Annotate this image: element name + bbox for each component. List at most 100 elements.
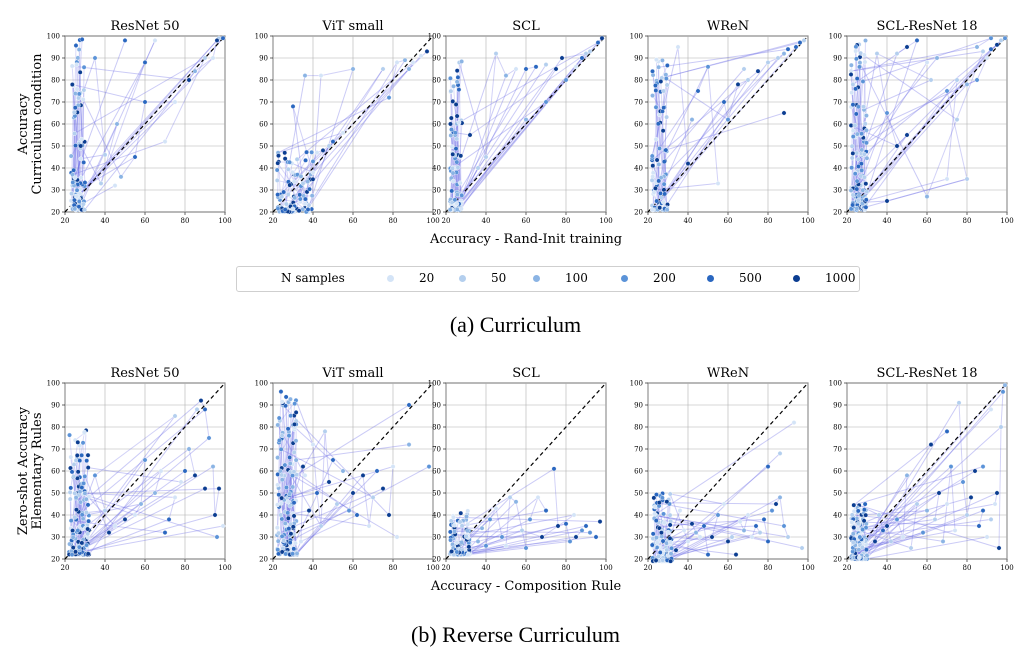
data-point — [781, 523, 787, 529]
data-point — [85, 502, 91, 508]
data-point — [278, 446, 284, 452]
data-point — [282, 462, 288, 468]
trajectory-line — [300, 55, 422, 187]
trajectory-line — [289, 459, 334, 555]
data-point — [172, 99, 178, 105]
y-tick-label: 50 — [833, 490, 842, 498]
data-point — [450, 166, 455, 171]
data-point — [649, 207, 655, 213]
data-point — [285, 510, 291, 516]
trajectory-line — [561, 53, 587, 59]
trajectory-line — [292, 510, 310, 515]
trajectory-line — [277, 162, 301, 196]
data-point — [162, 139, 168, 145]
trajectory-line — [858, 40, 1002, 185]
data-point — [68, 153, 74, 159]
data-point — [274, 167, 280, 173]
diagonal-line — [846, 382, 1008, 560]
data-points — [848, 382, 1008, 562]
y-tick-label: 20 — [51, 556, 60, 564]
data-point — [563, 77, 569, 83]
data-point — [276, 492, 282, 498]
data-point — [84, 458, 90, 464]
trajectory-line — [850, 65, 862, 154]
trajectory-line — [663, 68, 745, 163]
data-point — [394, 534, 400, 540]
trajectory-line — [300, 514, 358, 542]
data-point — [850, 82, 856, 87]
trajectory-line — [886, 178, 968, 202]
data-point — [85, 465, 91, 470]
data-point — [880, 528, 886, 533]
data-point — [314, 150, 320, 156]
trajectory-line — [276, 438, 283, 528]
trajectory-line — [292, 106, 314, 173]
data-point — [279, 472, 285, 478]
data-point — [980, 508, 986, 513]
trajectory-line — [324, 431, 330, 483]
x-tick-label: 60 — [522, 564, 531, 572]
trajectory-line — [654, 517, 769, 542]
trajectory-line — [453, 536, 597, 554]
trajectory-line — [455, 53, 497, 173]
data-point — [194, 406, 200, 412]
data-point — [664, 63, 670, 68]
data-point — [366, 523, 372, 529]
data-point — [92, 472, 98, 478]
data-point — [974, 77, 980, 83]
data-point — [685, 539, 691, 544]
trajectory-line — [296, 404, 410, 476]
data-point — [220, 523, 226, 529]
data-point — [864, 127, 869, 133]
trajectory-line — [277, 429, 295, 458]
trajectory-line — [388, 466, 394, 516]
data-point — [303, 157, 308, 163]
data-point — [278, 500, 284, 506]
trajectory-line — [666, 78, 729, 121]
data-point — [279, 433, 285, 439]
data-point — [649, 153, 655, 159]
data-point — [152, 38, 158, 43]
legend-label: 50 — [491, 271, 507, 285]
data-point — [305, 207, 311, 212]
x-tick-label: 40 — [309, 564, 318, 572]
trajectory-line — [451, 64, 547, 209]
data-point — [769, 508, 775, 513]
data-point — [928, 77, 934, 83]
data-points — [447, 466, 603, 557]
data-point — [310, 442, 316, 447]
data-point — [667, 522, 673, 528]
trajectory-line — [677, 46, 689, 164]
data-point — [859, 131, 864, 137]
data-point — [350, 66, 356, 72]
trajectory-line — [94, 415, 176, 476]
data-point — [455, 165, 461, 170]
trajectory-line — [76, 145, 83, 180]
trajectory-line — [859, 514, 968, 557]
data-point — [285, 426, 291, 432]
data-point — [721, 99, 727, 105]
trajectory-line — [866, 90, 948, 144]
trajectory-line — [966, 497, 972, 516]
data-point — [551, 466, 557, 472]
y-tick-label: 70 — [432, 446, 441, 454]
data-point — [465, 528, 470, 534]
data-point — [741, 528, 747, 533]
trajectory-line — [661, 42, 801, 79]
caption-curriculum: (a) Curriculum — [449, 312, 582, 337]
data-point — [370, 494, 376, 500]
data-point — [980, 49, 986, 54]
trajectory-line — [669, 521, 741, 562]
trajectory-line — [861, 510, 928, 516]
data-point — [302, 73, 308, 79]
data-point — [74, 453, 80, 458]
y-tick-label: 100 — [255, 380, 268, 388]
y-tick-label: 100 — [47, 33, 60, 41]
data-point — [851, 502, 857, 508]
data-point — [67, 489, 73, 495]
trajectory-line — [1000, 391, 1004, 428]
y-tick-label: 60 — [432, 468, 441, 476]
trajectory-line — [669, 493, 689, 542]
data-point — [451, 514, 456, 520]
data-point — [282, 520, 288, 526]
